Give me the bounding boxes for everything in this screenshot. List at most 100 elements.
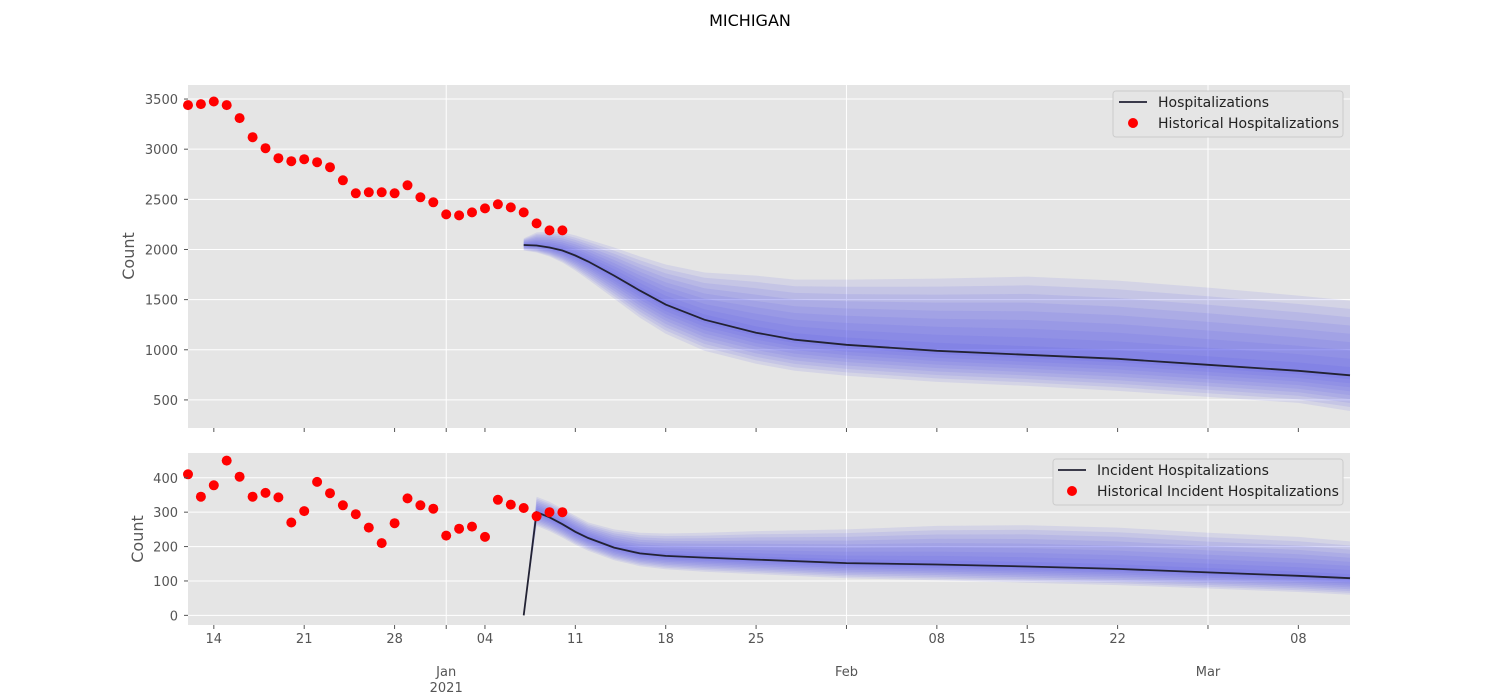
top-plot-background (188, 85, 1350, 428)
x-major-tick-label: Jan (435, 665, 456, 680)
x-minor-tick-label: 08 (929, 632, 946, 647)
bottom-legend-box (1052, 458, 1344, 506)
top-historical-point (389, 188, 400, 199)
top-historical-point (260, 143, 271, 154)
top-historical-point (208, 96, 219, 107)
bottom-historical-point (234, 471, 245, 482)
bottom-y-tick-label: 0 (170, 609, 178, 624)
top-historical-point (454, 210, 465, 221)
top-y-tick-label: 500 (153, 394, 178, 409)
x-major-tick-label: Feb (835, 665, 858, 680)
top-forecast-band (523, 244, 1350, 380)
top-historical-point (363, 187, 374, 198)
bottom-historical-point (273, 492, 284, 503)
x-minor-tick-label: 25 (748, 632, 765, 647)
top-forecast-band (523, 241, 1350, 388)
bottom-historical-point (389, 518, 400, 529)
top-historical-point (544, 225, 555, 236)
top-historical-point (350, 188, 361, 199)
bottom-forecast-band (523, 500, 1350, 616)
bottom-y-tick-label: 400 (153, 472, 178, 487)
bottom-historical-point (299, 506, 310, 517)
top-legend-marker (1128, 118, 1138, 128)
x-year-label: 2021 (430, 681, 463, 696)
top-forecast-band (523, 231, 1350, 411)
bottom-historical-point (402, 493, 413, 504)
bottom-historical-point (363, 522, 374, 533)
top-y-tick-label: 3500 (145, 93, 178, 108)
top-historical-point (428, 197, 439, 208)
top-historical-point (402, 180, 413, 191)
top-y-tick-label: 2500 (145, 193, 178, 208)
top-y-tick-labels: 500 1000 1500 2000 2500 3000 3500 (145, 93, 188, 409)
bottom-forecast-band (523, 501, 1350, 616)
bottom-y-tick-labels: 0 100 200 300 400 (153, 472, 188, 624)
bottom-y-tick-label: 200 (153, 541, 178, 556)
bottom-legend: Incident Hospitalizations Historical Inc… (1052, 458, 1344, 506)
bottom-historical-point (467, 521, 477, 532)
top-legend-label-hospitalizations: Hospitalizations (1158, 95, 1269, 111)
top-historical-point (415, 192, 426, 203)
bottom-historical-point (337, 500, 348, 511)
top-historical-point (505, 202, 516, 213)
top-historical-point (247, 132, 258, 143)
bottom-y-tick-label: 300 (153, 506, 178, 521)
top-historical-point (441, 209, 452, 220)
top-forecast-band (523, 242, 1350, 384)
top-y-tick-label: 3000 (145, 143, 178, 158)
bottom-historical-point (260, 487, 271, 498)
top-historical-point (299, 154, 310, 165)
bottom-historical-point (441, 530, 452, 541)
bottom-historical-point (505, 499, 516, 510)
bottom-historical-point (415, 500, 426, 511)
top-panel: 500 1000 1500 2000 2500 3000 3500 Count Hospit… (119, 85, 1351, 432)
bottom-forecast-band (523, 508, 1350, 616)
top-historical-point (195, 99, 206, 110)
x-minor-tick-label: 22 (1109, 632, 1126, 647)
bottom-historical-point (350, 509, 361, 520)
top-historical-point (286, 156, 297, 167)
bottom-historical-point (376, 538, 387, 549)
bottom-historical-point (454, 523, 465, 534)
bottom-forecast-band (523, 496, 1350, 616)
top-historical-point (467, 207, 477, 218)
top-historical-point (183, 100, 193, 111)
x-minor-tick-label: 11 (567, 632, 584, 647)
x-minor-tick-label: 18 (657, 632, 674, 647)
top-historical-point (492, 199, 503, 210)
bottom-historical-point (531, 511, 542, 522)
top-x-tick-marks (213, 428, 1299, 432)
top-forecast-median-line (523, 244, 1351, 377)
top-forecast-band (523, 233, 1350, 407)
top-historical-point (376, 187, 387, 198)
top-legend-label-historical: Historical Hospitalizations (1158, 116, 1339, 132)
top-historical-point (531, 218, 542, 229)
top-historical-point (325, 162, 335, 173)
bottom-legend-marker (1067, 486, 1077, 496)
bottom-historical-points (183, 455, 568, 549)
bottom-forecast-lines (522, 510, 1351, 616)
bottom-historical-point (183, 469, 193, 480)
top-y-axis-label: Count (119, 232, 138, 280)
top-legend: Hospitalizations Historical Hospitalizat… (1112, 90, 1344, 138)
x-minor-tick-label: 28 (386, 632, 403, 647)
bottom-historical-point (428, 503, 439, 514)
top-historical-point (337, 175, 348, 186)
top-y-tick-label: 1500 (145, 294, 178, 309)
top-forecast-band (523, 238, 1350, 396)
bottom-historical-point (312, 476, 323, 487)
top-historical-point (221, 100, 232, 111)
top-historical-point (234, 113, 245, 124)
bottom-historical-point (480, 531, 490, 542)
x-minor-tick-label: 14 (206, 632, 223, 647)
top-forecast-lines (523, 244, 1351, 377)
top-forecast-band (523, 239, 1350, 392)
bottom-y-axis-label: Count (128, 515, 147, 563)
bottom-forecast-bands (523, 496, 1350, 616)
top-historical-point (312, 157, 323, 168)
bottom-legend-label-incident: Incident Hospitalizations (1097, 463, 1269, 479)
bottom-legend-label-historical-incident: Historical Incident Hospitalizations (1097, 484, 1339, 500)
top-legend-box (1112, 90, 1344, 138)
top-historical-point (518, 207, 529, 218)
